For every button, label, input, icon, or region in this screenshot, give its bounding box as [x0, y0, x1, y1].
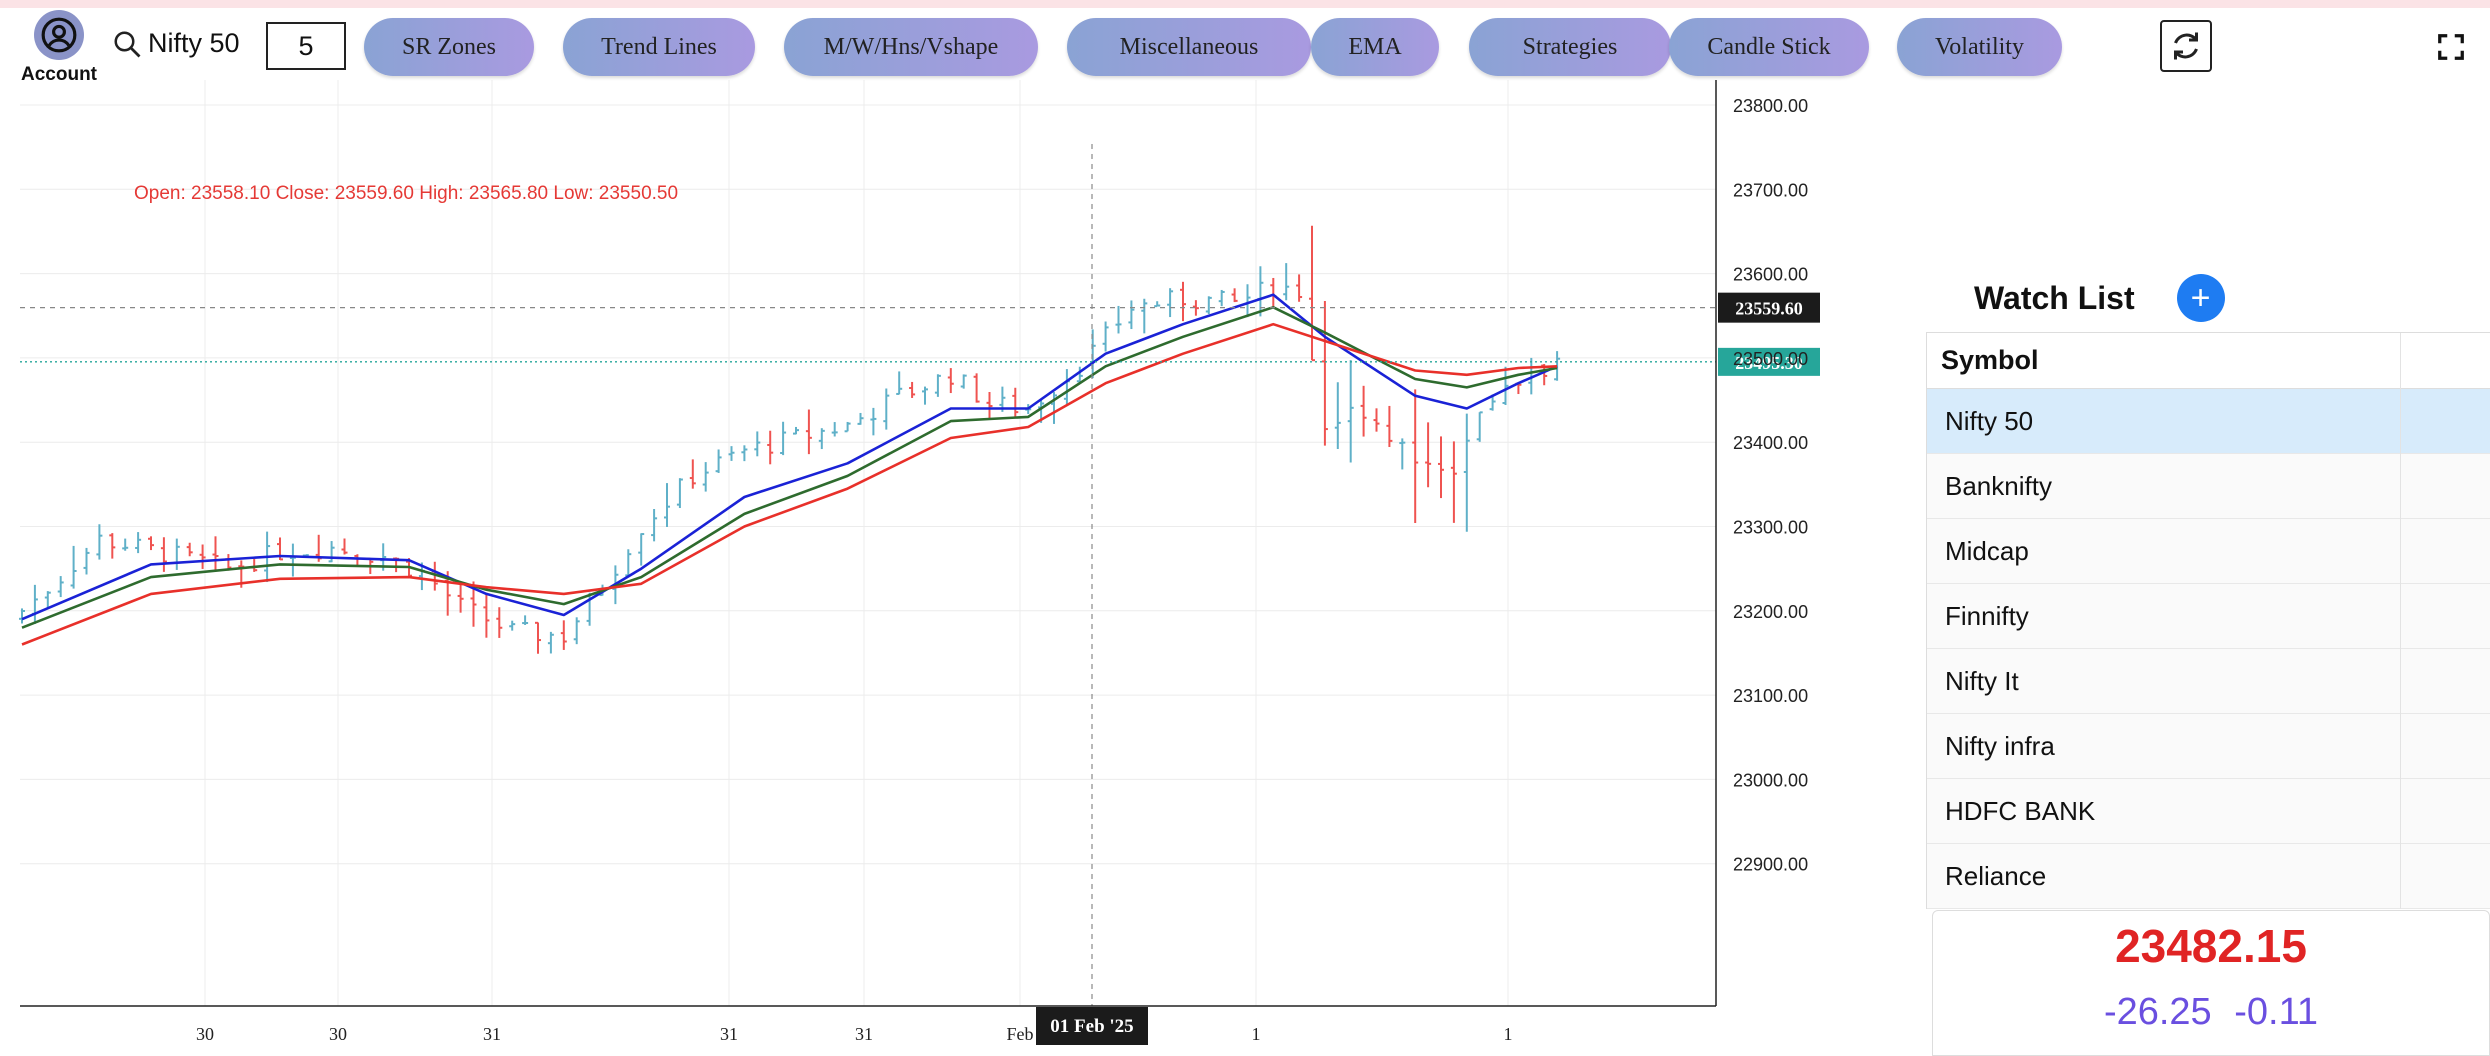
crosshair-price-badge [1718, 292, 1820, 323]
x-tick-label: 31 [483, 1024, 501, 1044]
search-icon [114, 31, 141, 57]
watch-list-header: Watch List + [1926, 266, 2490, 330]
ema-line [21, 293, 1558, 621]
last-price-badge [1718, 347, 1820, 376]
column-divider [2400, 333, 2401, 909]
change-value: -26.25 [2103, 991, 2212, 1033]
watch-list-item[interactable]: Reliance [1927, 844, 2490, 909]
x-tick-label: 31 [720, 1024, 738, 1044]
miscellaneous-button[interactable]: Miscellaneous [1067, 18, 1311, 76]
trend-lines-button[interactable]: Trend Lines [563, 18, 755, 76]
ohlc-legend: Open: 23558.10 Close: 23559.60 High: 235… [134, 183, 679, 204]
y-tick-label: 23700.00 [1733, 180, 1808, 200]
price-change: -26.25 -0.11 [1933, 991, 2489, 1034]
mw-hns-vshape-button[interactable]: M/W/Hns/Vshape [784, 18, 1038, 76]
account-button[interactable]: Account [18, 10, 100, 86]
watch-list-item[interactable]: Nifty It [1927, 649, 2490, 714]
refresh-icon [2174, 32, 2198, 60]
y-tick-label: 23800.00 [1733, 96, 1808, 116]
last-price-label: 23495.30 [1735, 353, 1803, 373]
x-tick-label: 30 [196, 1024, 214, 1044]
price-chart[interactable]: 23559.60 23495.30 01 Feb '25 23800.00 23700… [0, 80, 1830, 1056]
y-tick-label: 23100.00 [1733, 686, 1808, 706]
x-tick-label: 1 [1504, 1024, 1513, 1044]
y-tick-label: 23600.00 [1733, 265, 1808, 285]
symbol-column-header: Symbol [1927, 333, 2490, 389]
symbol-search[interactable]: Nifty 50 [112, 28, 240, 59]
watch-list-item[interactable]: Banknifty [1927, 454, 2490, 519]
y-tick-label: 23500.00 [1733, 349, 1808, 369]
quote-card: 23482.15 -26.25 -0.11 [1932, 910, 2490, 1056]
last-price: 23482.15 [2115, 920, 2307, 972]
symbol-name: Nifty 50 [148, 28, 240, 58]
crosshair-price-label: 23559.60 [1735, 299, 1803, 319]
fullscreen-icon[interactable] [2436, 32, 2466, 62]
watch-list-table: Symbol Nifty 50 Banknifty Midcap Finnift… [1926, 332, 2490, 909]
ema-button[interactable]: EMA [1311, 18, 1439, 76]
watch-list-item[interactable]: HDFC BANK [1927, 779, 2490, 844]
watch-list-title: Watch List [1974, 279, 2135, 316]
volatility-button[interactable]: Volatility [1897, 18, 2062, 76]
ema-line [21, 322, 1558, 646]
crosshair-time-badge [1036, 1007, 1148, 1045]
crosshair-time-label: 01 Feb '25 [1050, 1016, 1133, 1037]
x-tick-label: Feb [1007, 1024, 1034, 1044]
y-tick-label: 23000.00 [1733, 770, 1808, 790]
x-tick-label: 31 [855, 1024, 873, 1044]
watch-list-item[interactable]: Nifty infra [1927, 714, 2490, 779]
change-percent: -0.11 [2234, 991, 2319, 1033]
account-label: Account [21, 64, 97, 85]
watch-list-item[interactable]: Finnifty [1927, 584, 2490, 649]
strategies-button[interactable]: Strategies [1469, 18, 1671, 76]
ema-line [21, 306, 1558, 629]
refresh-button[interactable] [2160, 20, 2212, 72]
x-tick-label: 30 [329, 1024, 347, 1044]
top-accent-strip [0, 0, 2490, 8]
plus-icon[interactable]: + [2176, 274, 2225, 322]
x-tick-label: 1 [1252, 1024, 1261, 1044]
candle-stick-button[interactable]: Candle Stick [1669, 18, 1869, 76]
y-tick-label: 23300.00 [1733, 518, 1808, 538]
watch-list-item[interactable]: Midcap [1927, 519, 2490, 584]
interval-input[interactable]: 5 [266, 22, 346, 70]
y-tick-label: 23400.00 [1733, 433, 1808, 453]
y-tick-label: 22900.00 [1733, 855, 1808, 875]
watch-list-item[interactable]: Nifty 50 [1927, 389, 2490, 454]
user-circle-icon [34, 10, 84, 60]
watch-list-panel: Watch List + Symbol Nifty 50 Banknifty M… [1926, 266, 2490, 909]
y-tick-label: 23200.00 [1733, 602, 1808, 622]
sr-zones-button[interactable]: SR Zones [364, 18, 534, 76]
chart-canvas[interactable]: 23559.60 23495.30 01 Feb '25 23800.00 23700… [0, 80, 1830, 1056]
